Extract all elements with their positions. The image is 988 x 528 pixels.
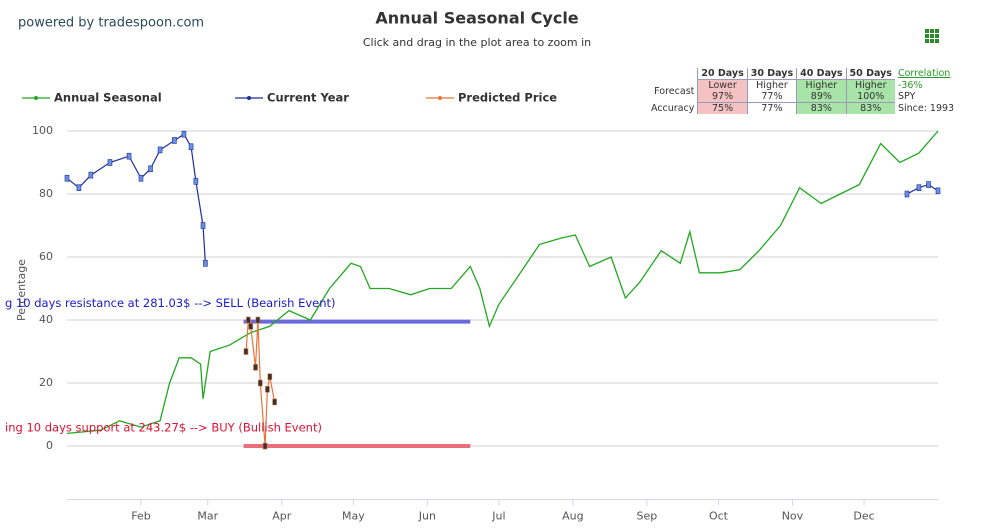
point-marker (76, 184, 82, 192)
side-symbol: SPY (897, 91, 916, 102)
point-marker (255, 316, 261, 324)
cell-direction: Higher (805, 80, 838, 91)
point-marker (193, 178, 199, 185)
forecast-table: 20 Days 30 Days 40 Days 50 Days Correlation F… (648, 68, 957, 114)
cell-value: 100% (857, 91, 885, 102)
x-tick-label: Feb (131, 510, 150, 523)
point-marker (200, 222, 206, 229)
legend-label: Annual Seasonal (54, 91, 162, 105)
point-marker (253, 363, 258, 371)
x-tick-label: Nov (782, 510, 804, 523)
point-marker (157, 146, 163, 154)
cell-value: 77% (761, 91, 783, 102)
point-marker (248, 323, 254, 330)
cell-value: 83% (860, 103, 882, 114)
point-marker (262, 442, 268, 450)
forecast-cell: 75% (697, 102, 748, 114)
side-cell: Since: 1993 (895, 103, 957, 115)
x-tick-label: Oct (709, 510, 729, 523)
point-marker (107, 159, 113, 166)
y-tick-label: 80 (39, 187, 53, 200)
x-tick-label: Apr (272, 510, 292, 523)
point-marker (64, 174, 70, 182)
x-tick-label: Aug (562, 510, 583, 523)
point-marker (916, 184, 922, 192)
point-marker (88, 171, 94, 179)
point-marker (188, 143, 194, 151)
forecast-cell: Higher 100% (845, 79, 895, 103)
menu-icon[interactable] (925, 29, 939, 43)
event-label: g 10 days resistance at 281.03$ --> SELL… (5, 296, 336, 310)
point-marker (243, 348, 249, 355)
y-tick-label: 0 (46, 439, 53, 452)
chart-subtitle: Click and drag in the plot area to zoom … (363, 36, 591, 49)
legend-label: Predicted Price (458, 91, 557, 105)
x-tick-label: Jul (491, 510, 505, 523)
point-marker (257, 379, 263, 387)
corner-cell (648, 68, 698, 80)
x-tick-label: Jun (418, 510, 436, 523)
x-tick-label: Dec (853, 510, 874, 523)
y-tick-label: 20 (39, 376, 53, 389)
x-tick-label: Sep (637, 510, 658, 523)
point-marker (138, 174, 144, 182)
point-marker (926, 181, 931, 188)
point-marker (272, 398, 277, 406)
point-marker (203, 260, 208, 267)
table-row: Forecast Lower 97% Higher 77% Higher 89% Higher… (648, 79, 957, 103)
forecast-cell: 83% (845, 102, 895, 114)
table-row: Accuracy 75% 77% 83% 83% Since: 1993 (648, 102, 957, 115)
column-header: 30 Days (746, 68, 797, 80)
side-cell: -36% SPY (895, 80, 957, 103)
cell-direction: Higher (756, 80, 788, 91)
row-label: Accuracy (651, 102, 695, 114)
cell-value: 83% (810, 103, 832, 114)
cell-value: 89% (810, 91, 832, 102)
cell-direction: Lower (708, 80, 737, 91)
legend-label: Current Year (267, 91, 349, 105)
point-marker (126, 152, 132, 160)
series-line (66, 130, 939, 435)
point-marker (265, 386, 270, 393)
point-marker (267, 373, 273, 381)
cell-direction: Higher (854, 80, 887, 91)
brand: powered by tradespoon.com (18, 16, 204, 31)
y-axis-label: Percentage (15, 259, 28, 321)
point-marker (172, 137, 177, 144)
chart-title: Annual Seasonal Cycle (375, 9, 578, 28)
y-tick-label: 60 (39, 250, 53, 263)
point-marker (935, 187, 941, 195)
row-label: Forecast (654, 85, 695, 97)
side-since: Since: 1993 (897, 102, 955, 114)
cell-value: 97% (712, 91, 734, 102)
side-correlation: -36% (897, 80, 923, 91)
forecast-cell: Higher 77% (746, 79, 797, 103)
y-tick-label: 100 (32, 124, 53, 137)
forecast-cell: 83% (796, 102, 847, 114)
series-line (66, 133, 939, 264)
forecast-cell: Higher 89% (796, 79, 847, 103)
point-marker (181, 130, 187, 138)
correlation-title: Correlation (897, 68, 951, 80)
y-tick-label: 40 (39, 313, 53, 326)
point-marker (904, 190, 910, 198)
point-marker (148, 165, 153, 173)
cell-value: 77% (761, 103, 783, 114)
cell-value: 75% (712, 103, 734, 114)
point-marker (246, 316, 251, 324)
legend-marker (247, 96, 251, 100)
column-header: 20 Days (697, 68, 748, 80)
legend-marker (34, 96, 38, 100)
table-header-row: 20 Days 30 Days 40 Days 50 Days Correlation (648, 68, 957, 80)
event-label: ing 10 days support at 243.27$ --> BUY (… (5, 421, 322, 435)
column-header: 40 Days (796, 68, 847, 80)
forecast-cell: 77% (746, 102, 797, 114)
legend-marker (438, 96, 442, 100)
forecast-cell: Lower 97% (697, 79, 748, 103)
x-tick-label: Mar (197, 510, 218, 523)
x-tick-label: May (342, 510, 365, 523)
column-header: 50 Days (845, 68, 895, 80)
